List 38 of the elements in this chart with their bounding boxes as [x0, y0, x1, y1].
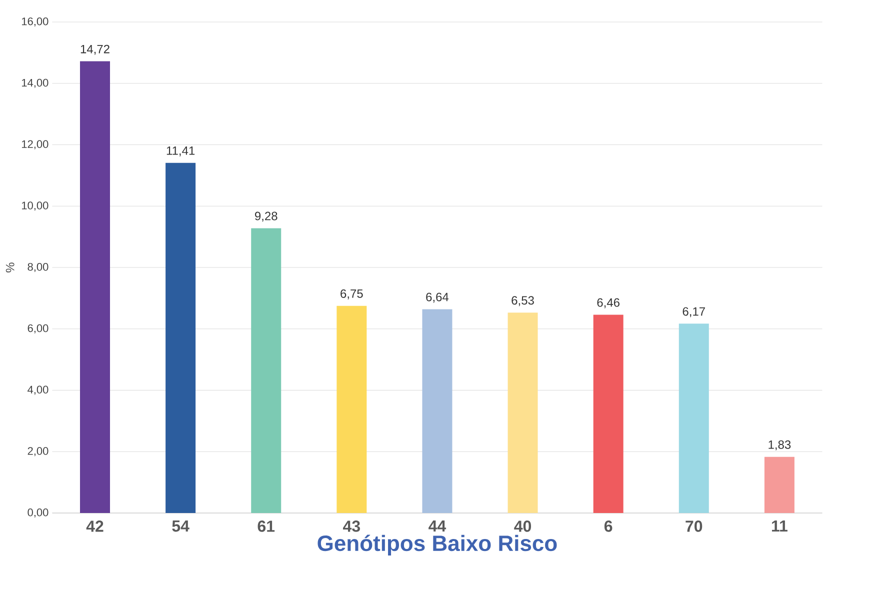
x-tick-label: 43: [343, 520, 360, 532]
bar: [336, 306, 367, 513]
bar: [764, 456, 794, 513]
bar: [678, 324, 709, 513]
data-label: 11,41: [166, 146, 195, 156]
x-tick-label: 11: [772, 520, 788, 532]
x-tick-label: 44: [428, 520, 446, 532]
y-tick-label: 16,00: [22, 17, 48, 27]
y-tick-label: 14,00: [22, 78, 48, 88]
x-axis-title: Genótipos Baixo Risco: [318, 534, 557, 556]
data-label: 1,83: [768, 440, 791, 450]
data-label: 14,72: [80, 44, 110, 55]
y-tick-label: 12,00: [22, 140, 48, 150]
x-tick-label: 40: [514, 520, 532, 532]
bar: [166, 162, 196, 513]
x-tick-label: 42: [86, 520, 104, 532]
y-axis-title: %: [6, 262, 14, 272]
y-tick-label: 0,00: [28, 508, 48, 518]
x-tick-label: 61: [258, 520, 275, 532]
bar: [80, 61, 110, 513]
y-tick-label: 8,00: [28, 262, 48, 272]
bar: [251, 228, 282, 513]
data-label: 6,64: [426, 292, 449, 303]
x-tick-label: 70: [686, 520, 702, 532]
data-label: 6,75: [340, 289, 363, 300]
bar: [508, 312, 538, 513]
x-tick-label: 54: [172, 520, 190, 532]
bar: [422, 309, 452, 513]
y-tick-label: 10,00: [22, 202, 48, 211]
x-tick-label: 6: [604, 520, 612, 532]
y-tick-label: 6,00: [28, 324, 48, 334]
data-label: 6,46: [597, 298, 620, 308]
bar: [593, 314, 624, 513]
data-label: 6,53: [512, 296, 534, 306]
data-label: 9,28: [255, 212, 278, 222]
y-tick-label: 4,00: [28, 386, 48, 395]
y-tick-label: 2,00: [28, 447, 48, 456]
data-label: 6,17: [682, 307, 705, 318]
